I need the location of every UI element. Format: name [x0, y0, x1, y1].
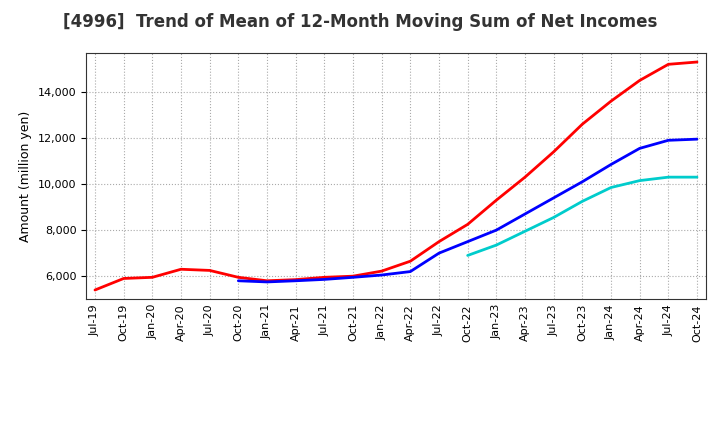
7 Years — [693, 175, 701, 180]
3 Years — [549, 149, 558, 154]
3 Years — [492, 198, 500, 203]
5 Years — [263, 279, 271, 285]
5 Years — [377, 272, 386, 278]
3 Years — [607, 99, 616, 104]
3 Years — [578, 121, 587, 127]
3 Years — [635, 78, 644, 83]
3 Years — [435, 239, 444, 244]
5 Years — [693, 136, 701, 142]
3 Years — [234, 275, 243, 280]
3 Years — [148, 275, 157, 280]
3 Years — [377, 268, 386, 274]
5 Years — [406, 269, 415, 274]
5 Years — [292, 278, 300, 283]
7 Years — [521, 229, 529, 234]
3 Years — [292, 277, 300, 282]
3 Years — [348, 274, 357, 279]
3 Years — [263, 278, 271, 283]
3 Years — [320, 275, 328, 280]
3 Years — [464, 222, 472, 227]
5 Years — [320, 277, 328, 282]
3 Years — [664, 62, 672, 67]
Y-axis label: Amount (million yen): Amount (million yen) — [19, 110, 32, 242]
Line: 7 Years: 7 Years — [468, 177, 697, 256]
5 Years — [578, 179, 587, 184]
3 Years — [91, 287, 99, 293]
3 Years — [521, 175, 529, 180]
Text: [4996]  Trend of Mean of 12-Month Moving Sum of Net Incomes: [4996] Trend of Mean of 12-Month Moving … — [63, 13, 657, 31]
5 Years — [635, 146, 644, 151]
5 Years — [492, 227, 500, 233]
7 Years — [635, 178, 644, 183]
Line: 3 Years: 3 Years — [95, 62, 697, 290]
5 Years — [348, 275, 357, 280]
Line: 5 Years: 5 Years — [238, 139, 697, 282]
7 Years — [664, 175, 672, 180]
5 Years — [549, 195, 558, 201]
7 Years — [464, 253, 472, 258]
3 Years — [176, 267, 185, 272]
3 Years — [406, 259, 415, 264]
5 Years — [435, 250, 444, 256]
5 Years — [521, 211, 529, 216]
7 Years — [578, 199, 587, 204]
3 Years — [205, 268, 214, 273]
7 Years — [607, 185, 616, 190]
7 Years — [492, 242, 500, 248]
5 Years — [607, 162, 616, 167]
5 Years — [464, 239, 472, 244]
7 Years — [549, 215, 558, 220]
3 Years — [120, 276, 128, 281]
Legend: 3 Years, 5 Years, 7 Years, 10 Years: 3 Years, 5 Years, 7 Years, 10 Years — [186, 433, 606, 440]
5 Years — [664, 138, 672, 143]
3 Years — [693, 59, 701, 65]
5 Years — [234, 278, 243, 283]
